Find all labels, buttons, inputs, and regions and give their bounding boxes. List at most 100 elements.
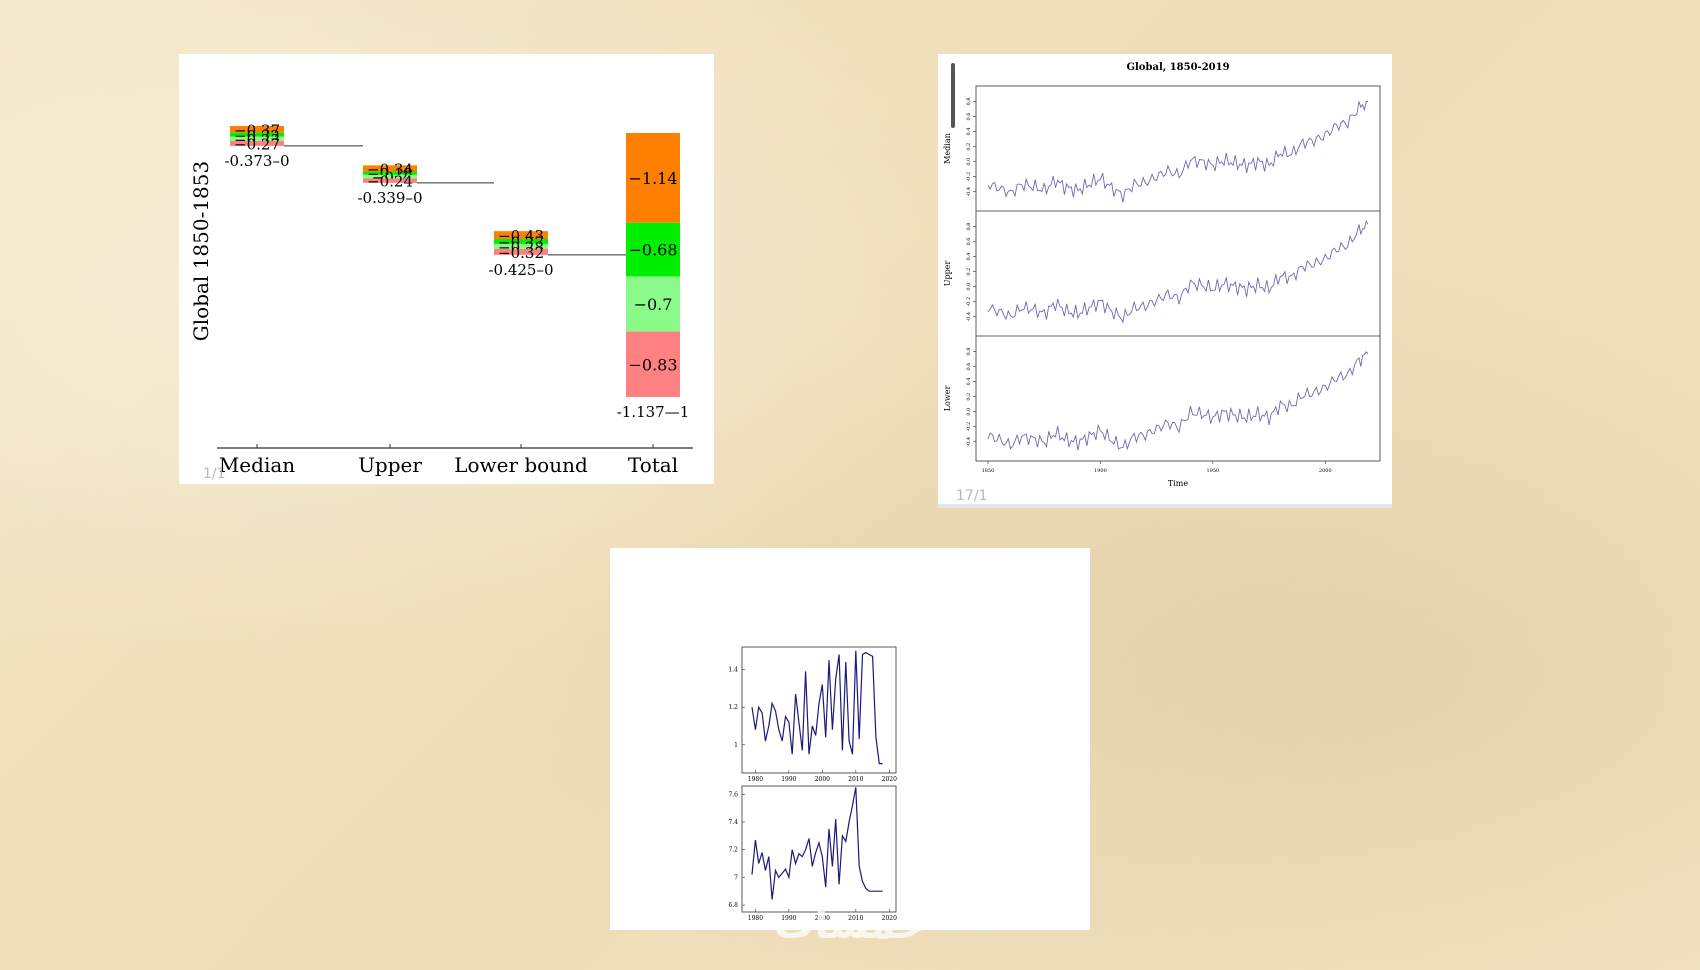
bar-segment-label: −0.24 bbox=[367, 173, 413, 191]
y-tick-label: -0.2 bbox=[966, 297, 972, 307]
y-tick-label: 6.8 bbox=[728, 902, 738, 909]
bar-segment-label: −0.83 bbox=[628, 355, 677, 374]
panel-ylabel: Median bbox=[943, 133, 952, 164]
plot-frame bbox=[741, 646, 897, 774]
y-tick-label: 1.4 bbox=[728, 667, 738, 674]
y-tick-label: 0.2 bbox=[966, 393, 972, 401]
range-label: -0.425–0 bbox=[488, 261, 553, 279]
x-tick-label: 1980 bbox=[748, 915, 763, 922]
y-axis-label: Global 1850-1853 bbox=[189, 161, 213, 341]
x-tick-label: 1850 bbox=[982, 468, 995, 474]
x-tick-label: 2000 bbox=[1319, 468, 1332, 474]
x-tick-label: 2000 bbox=[815, 776, 830, 783]
bar-segment bbox=[626, 276, 680, 332]
y-tick-label: 1 bbox=[734, 742, 738, 749]
series-line bbox=[751, 787, 883, 900]
y-tick-label: -0.2 bbox=[966, 422, 972, 432]
bar-segment-label: −0.32 bbox=[498, 244, 544, 262]
x-tick-label: 2010 bbox=[848, 776, 863, 783]
y-tick-label: 0.2 bbox=[966, 268, 972, 276]
series-line bbox=[751, 650, 883, 765]
bar-segment bbox=[626, 133, 680, 223]
small-timeseries-panel: 1 1.2 1.4 1980 1990 2000 2010 2020 6.8 7 7.2 7.4 7.6… bbox=[610, 548, 1090, 930]
range-label: -0.373–0 bbox=[224, 152, 289, 170]
bar-segment-label: −1.14 bbox=[628, 169, 677, 188]
bar-segment bbox=[363, 174, 417, 179]
series-line bbox=[987, 220, 1369, 324]
x-tick-label: 2000 bbox=[815, 915, 830, 922]
y-tick-label: 0.8 bbox=[966, 348, 972, 356]
y-tick-label: 0.6 bbox=[966, 363, 972, 371]
y-tick-label: 1.2 bbox=[728, 704, 738, 711]
y-tick-label: 0.0 bbox=[966, 283, 972, 291]
global-timeseries-panel: Global, 1850-2019 -0.4 -0.2 0.0 0.2 0.4 0.6 0.8… bbox=[938, 54, 1392, 508]
panel-ylabel: Lower bbox=[943, 386, 952, 412]
bar-segment bbox=[494, 239, 548, 244]
scroll-indicator[interactable] bbox=[951, 63, 955, 128]
y-tick-label: 0.6 bbox=[966, 113, 972, 121]
chart-title: Global, 1850-2019 bbox=[1126, 62, 1229, 73]
bar-segment bbox=[230, 140, 284, 146]
bar-segment bbox=[230, 136, 284, 141]
watermark-logo: خمسات bbox=[745, 898, 955, 953]
bar-segment-label: −0.7 bbox=[634, 295, 673, 314]
y-tick-label: 0.8 bbox=[966, 223, 972, 231]
waterfall-chart-panel: Global 1850-1853 −0.37 −0.22 −0.23 −0.27 -0.3… bbox=[179, 54, 714, 484]
y-tick-label: 7.6 bbox=[728, 791, 738, 798]
y-tick-label: 0.0 bbox=[966, 158, 972, 166]
y-tick-label: -0.4 bbox=[966, 312, 972, 322]
watermark-text: خمسات bbox=[774, 902, 926, 948]
x-axis-label: Time bbox=[1168, 479, 1188, 488]
y-tick-label: 0.4 bbox=[966, 128, 972, 136]
page-number: 1/1 bbox=[203, 466, 226, 482]
y-tick-label: 7.4 bbox=[728, 819, 738, 826]
y-tick-label: 0.4 bbox=[966, 253, 972, 261]
y-tick-label: 0.6 bbox=[966, 238, 972, 246]
x-tick-label: 1990 bbox=[781, 776, 796, 783]
bar-segment bbox=[230, 132, 284, 137]
x-category-label: Lower bound bbox=[454, 453, 588, 477]
series-line bbox=[987, 351, 1369, 451]
y-tick-label: -0.4 bbox=[966, 437, 972, 447]
bar-segment-label: −0.68 bbox=[628, 241, 677, 260]
range-label: -0.339–0 bbox=[357, 189, 422, 207]
panel-ylabel: Upper bbox=[943, 261, 952, 287]
y-tick-label: 0.8 bbox=[966, 98, 972, 106]
bar-segment bbox=[363, 165, 417, 172]
global-timeseries-chart: Global, 1850-2019 -0.4 -0.2 0.0 0.2 0.4 0.6 0.8… bbox=[943, 62, 1381, 488]
panel-bottom-bar bbox=[938, 504, 1392, 508]
y-tick-label: -0.4 bbox=[966, 187, 972, 197]
small-timeseries-chart: 1 1.2 1.4 1980 1990 2000 2010 2020 6.8 7 7.2 7.4 7.6… bbox=[728, 646, 897, 922]
y-tick-label: -0.2 bbox=[966, 172, 972, 182]
y-tick-label: 7.2 bbox=[728, 847, 738, 854]
bar-segment bbox=[626, 331, 680, 397]
y-tick-label: 7 bbox=[734, 874, 738, 881]
bar-segment bbox=[626, 222, 680, 277]
series-line bbox=[987, 101, 1368, 203]
page-number: 17/1 bbox=[956, 488, 988, 504]
range-label: -1.137—1 bbox=[617, 403, 690, 421]
x-tick-label: 2020 bbox=[882, 915, 897, 922]
bar-segment bbox=[494, 231, 548, 240]
bar-segment bbox=[230, 126, 284, 133]
x-tick-label: 2010 bbox=[848, 915, 863, 922]
waterfall-chart: Global 1850-1853−0.37−0.22−0.23−0.27-0.3… bbox=[189, 121, 693, 477]
bar-segment bbox=[494, 243, 548, 250]
y-tick-label: 0.4 bbox=[966, 378, 972, 386]
bar-segment bbox=[363, 171, 417, 175]
x-tick-label: 1950 bbox=[1206, 468, 1219, 474]
x-tick-label: 1980 bbox=[748, 776, 763, 783]
x-tick-label: 1990 bbox=[781, 915, 796, 922]
bar-segment bbox=[494, 249, 548, 255]
bar-segment-label: −0.27 bbox=[234, 135, 280, 153]
x-category-label: Total bbox=[628, 453, 678, 477]
bar-segment bbox=[363, 178, 417, 183]
x-tick-label: 2020 bbox=[882, 776, 897, 783]
y-tick-label: 0.2 bbox=[966, 143, 972, 151]
x-category-label: Upper bbox=[358, 453, 422, 477]
x-category-label: Median bbox=[219, 453, 295, 477]
x-tick-label: 1900 bbox=[1094, 468, 1107, 474]
plot-frame bbox=[741, 785, 897, 913]
y-tick-label: 0.0 bbox=[966, 408, 972, 416]
plot-frame bbox=[975, 85, 1381, 462]
